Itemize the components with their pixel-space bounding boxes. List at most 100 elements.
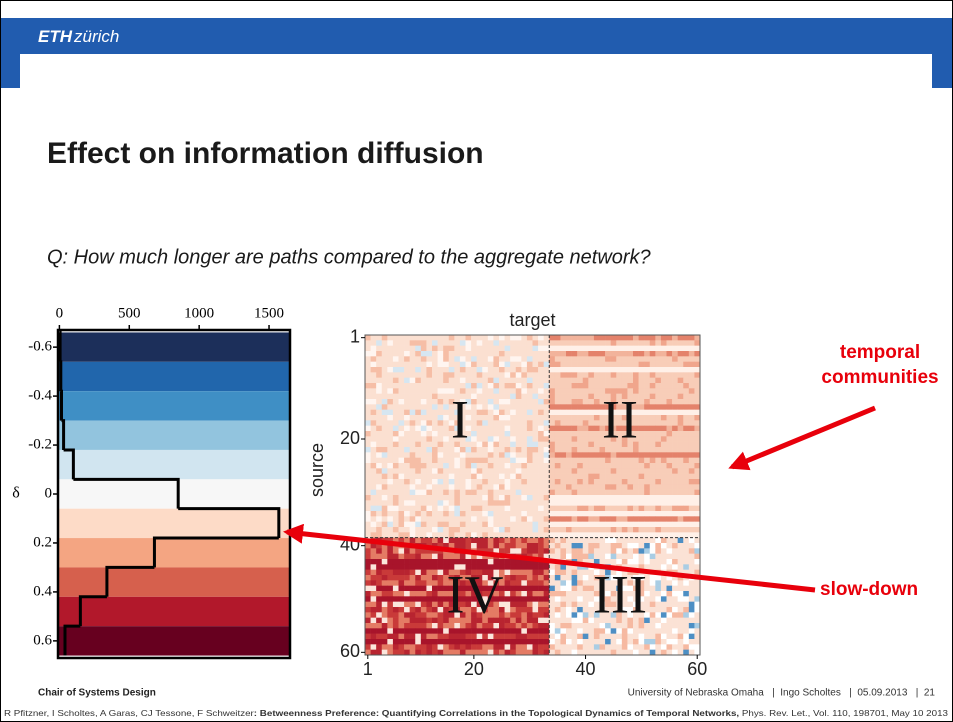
heatmap-cell [616, 431, 623, 437]
heatmap-cell [432, 601, 438, 608]
heatmap-cell [510, 575, 517, 581]
heatmap-cell [465, 361, 472, 368]
heatmap-cell [487, 543, 494, 549]
heatmap-cell [593, 431, 600, 437]
heatmap-cell [666, 585, 673, 592]
heatmap-cell [487, 335, 494, 341]
heatmap-cell [510, 372, 517, 378]
heatmap-cell [504, 532, 511, 538]
heatmap-cell [677, 425, 684, 432]
heatmap-cell [443, 441, 450, 448]
heatmap-cell [365, 361, 371, 368]
heatmap-cell [538, 393, 544, 400]
heatmap-cell [655, 617, 662, 624]
heatmap-cell [370, 388, 377, 394]
heatmap-cell [499, 511, 505, 517]
heatmap-cell [526, 393, 533, 400]
heatmap-cell [404, 591, 410, 597]
heatmap-cell [566, 553, 572, 560]
heatmap-cell [694, 367, 701, 373]
heatmap-cell [683, 425, 690, 432]
heatmap-cell [599, 388, 606, 394]
heatmap-cell [504, 505, 511, 512]
heatmap-cell [621, 628, 628, 634]
heatmap-cell [644, 553, 651, 560]
heatmap-cell [499, 425, 505, 432]
heatmap-cell [538, 548, 544, 554]
heatmap-cell [398, 601, 405, 608]
heatmap-cell [688, 607, 695, 613]
heatmap-cell [621, 505, 628, 512]
heatmap-cell [420, 404, 427, 410]
heatmap-cell [459, 345, 466, 352]
heatmap-cell [532, 559, 539, 565]
heatmap-cell [454, 345, 461, 352]
heatmap-cell [532, 623, 539, 629]
heatmap-cell [610, 415, 617, 421]
heatmap-cell [482, 484, 489, 490]
heatmap-cell [465, 452, 472, 458]
heatmap-cell [672, 580, 678, 586]
heatmap-cell [465, 628, 472, 634]
heatmap-cell [482, 361, 489, 368]
heatmap-cell [633, 548, 639, 554]
heatmap-cell [432, 479, 438, 485]
heatmap-cell [532, 591, 539, 597]
heatmap-cell [688, 377, 695, 384]
heatmap-cell [499, 356, 505, 362]
heatmap-cell [605, 473, 611, 480]
heatmap-cell [644, 521, 651, 528]
heatmap-cell [420, 441, 427, 448]
heatmap-cell [487, 388, 494, 394]
heatmap-cell [493, 484, 500, 490]
heatmap-cell [538, 431, 544, 437]
heatmap-cell [554, 479, 561, 485]
heatmap-cell [672, 527, 678, 533]
heatmap-cell [437, 649, 444, 656]
heatmap-cell [515, 425, 522, 432]
heatmap-cell [616, 607, 623, 613]
heatmap-cell [443, 527, 450, 533]
heatmap-cell [426, 361, 433, 368]
heatmap-cell [459, 489, 466, 496]
heatmap-cell [633, 415, 639, 421]
heatmap-cell [666, 489, 673, 496]
heatmap-cell [582, 612, 589, 618]
heatmap-cell [465, 500, 472, 506]
heatmap-cell [633, 559, 639, 565]
heatmap-cell [482, 644, 489, 650]
heatmap-cell [571, 441, 578, 448]
heatmap-cell [644, 639, 651, 645]
heatmap-cell [644, 527, 651, 533]
heatmap-cell [666, 612, 673, 618]
heatmap-cell [649, 639, 656, 645]
heatmap-cell [409, 505, 416, 512]
heatmap-cell [655, 452, 662, 458]
heatmap-cell [538, 607, 544, 613]
heatmap-cell [649, 628, 656, 634]
heatmap-cell [627, 383, 634, 389]
heatmap-cell [610, 340, 617, 346]
heatmap-cell [404, 569, 410, 576]
heatmap-cell [554, 377, 561, 384]
heatmap-cell [627, 335, 634, 341]
heatmap-cell [365, 580, 371, 586]
heatmap-cell [610, 489, 617, 496]
heatmap-cell [672, 511, 678, 517]
heatmap-cell [672, 628, 678, 634]
heatmap-cell [370, 628, 377, 634]
y-tick-label: 0.6 [33, 632, 52, 648]
color-band [58, 449, 290, 480]
heatmap-cell [588, 479, 595, 485]
heatmap-cell [398, 420, 405, 426]
heatmap-cell [398, 527, 405, 533]
heatmap-cell [499, 473, 505, 480]
heatmap-cell [610, 463, 617, 469]
heatmap-cell [633, 489, 639, 496]
heatmap-cell [694, 559, 701, 565]
heatmap-cell [381, 425, 388, 432]
heatmap-cell [465, 415, 472, 421]
heatmap-cell [387, 628, 394, 634]
heatmap-cell [392, 644, 399, 650]
heatmap-cell [376, 569, 383, 576]
